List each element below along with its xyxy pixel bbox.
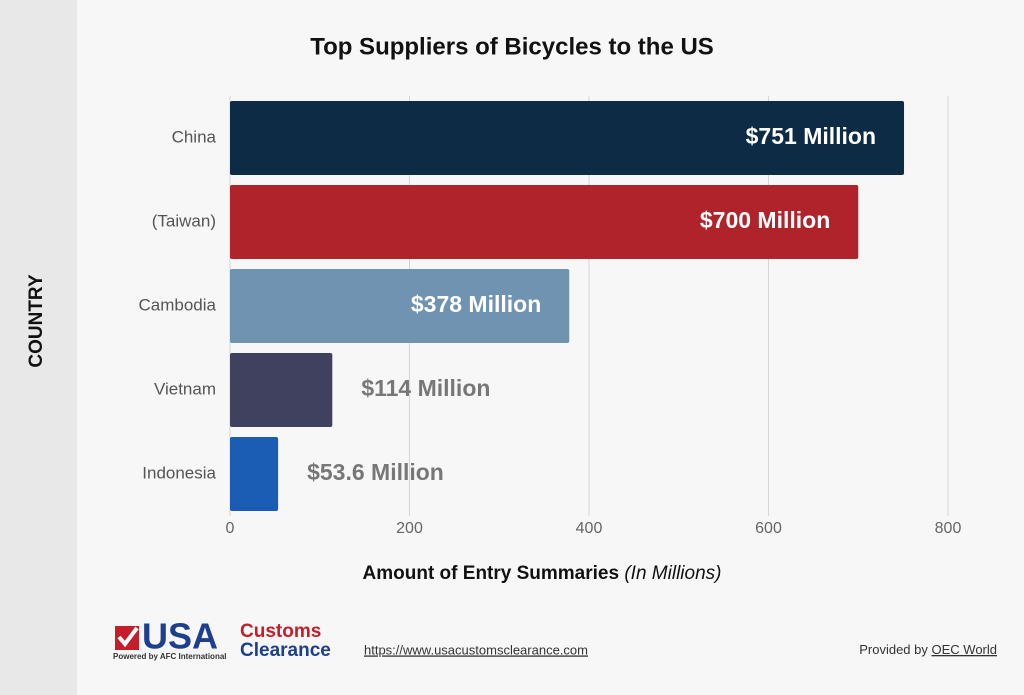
value-label: $378 Million [411,291,541,317]
x-tick-label: 400 [576,520,603,537]
y-tick-label: (Taiwan) [152,211,216,230]
x-axis-label: Amount of Entry Summaries (In Millions) [363,563,722,584]
value-label: $751 Million [746,123,876,149]
x-tick-label: 200 [396,520,423,537]
bar [230,185,859,259]
x-axis-label-main: Amount of Entry Summaries [363,563,620,584]
footer-credit: Provided by OEC World [859,642,997,657]
x-tick-label: 800 [935,520,962,537]
logo-check [117,626,139,648]
y-tick-label: Cambodia [139,295,217,314]
credit-link[interactable]: OEC World [932,642,998,657]
x-axis-label-note: (In Millions) [624,563,721,584]
x-tick-label: 600 [755,520,782,537]
chart-title: Top Suppliers of Bicycles to the US [310,33,714,60]
y-tick-label: Vietnam [154,379,216,398]
logo-tagline: Powered by AFC International [113,652,227,661]
side-strip [0,0,77,695]
x-tick-label: 0 [226,520,235,537]
logo-main: USA [142,616,218,657]
footer-url[interactable]: https://www.usacustomsclearance.com [364,642,588,657]
y-axis-label: COUNTRY [26,274,47,368]
y-tick-label: Indonesia [142,463,216,482]
value-label: $700 Million [700,207,830,233]
value-label: $53.6 Million [307,459,444,485]
bar [230,101,905,175]
logo-bottom: Clearance [240,640,331,661]
bar [230,353,333,427]
bar [230,437,279,511]
logo-top: Customs [240,621,321,642]
bar [230,269,570,343]
value-label: $114 Million [361,375,490,401]
credit-prefix: Provided by [859,642,928,657]
y-tick-label: China [172,127,217,146]
